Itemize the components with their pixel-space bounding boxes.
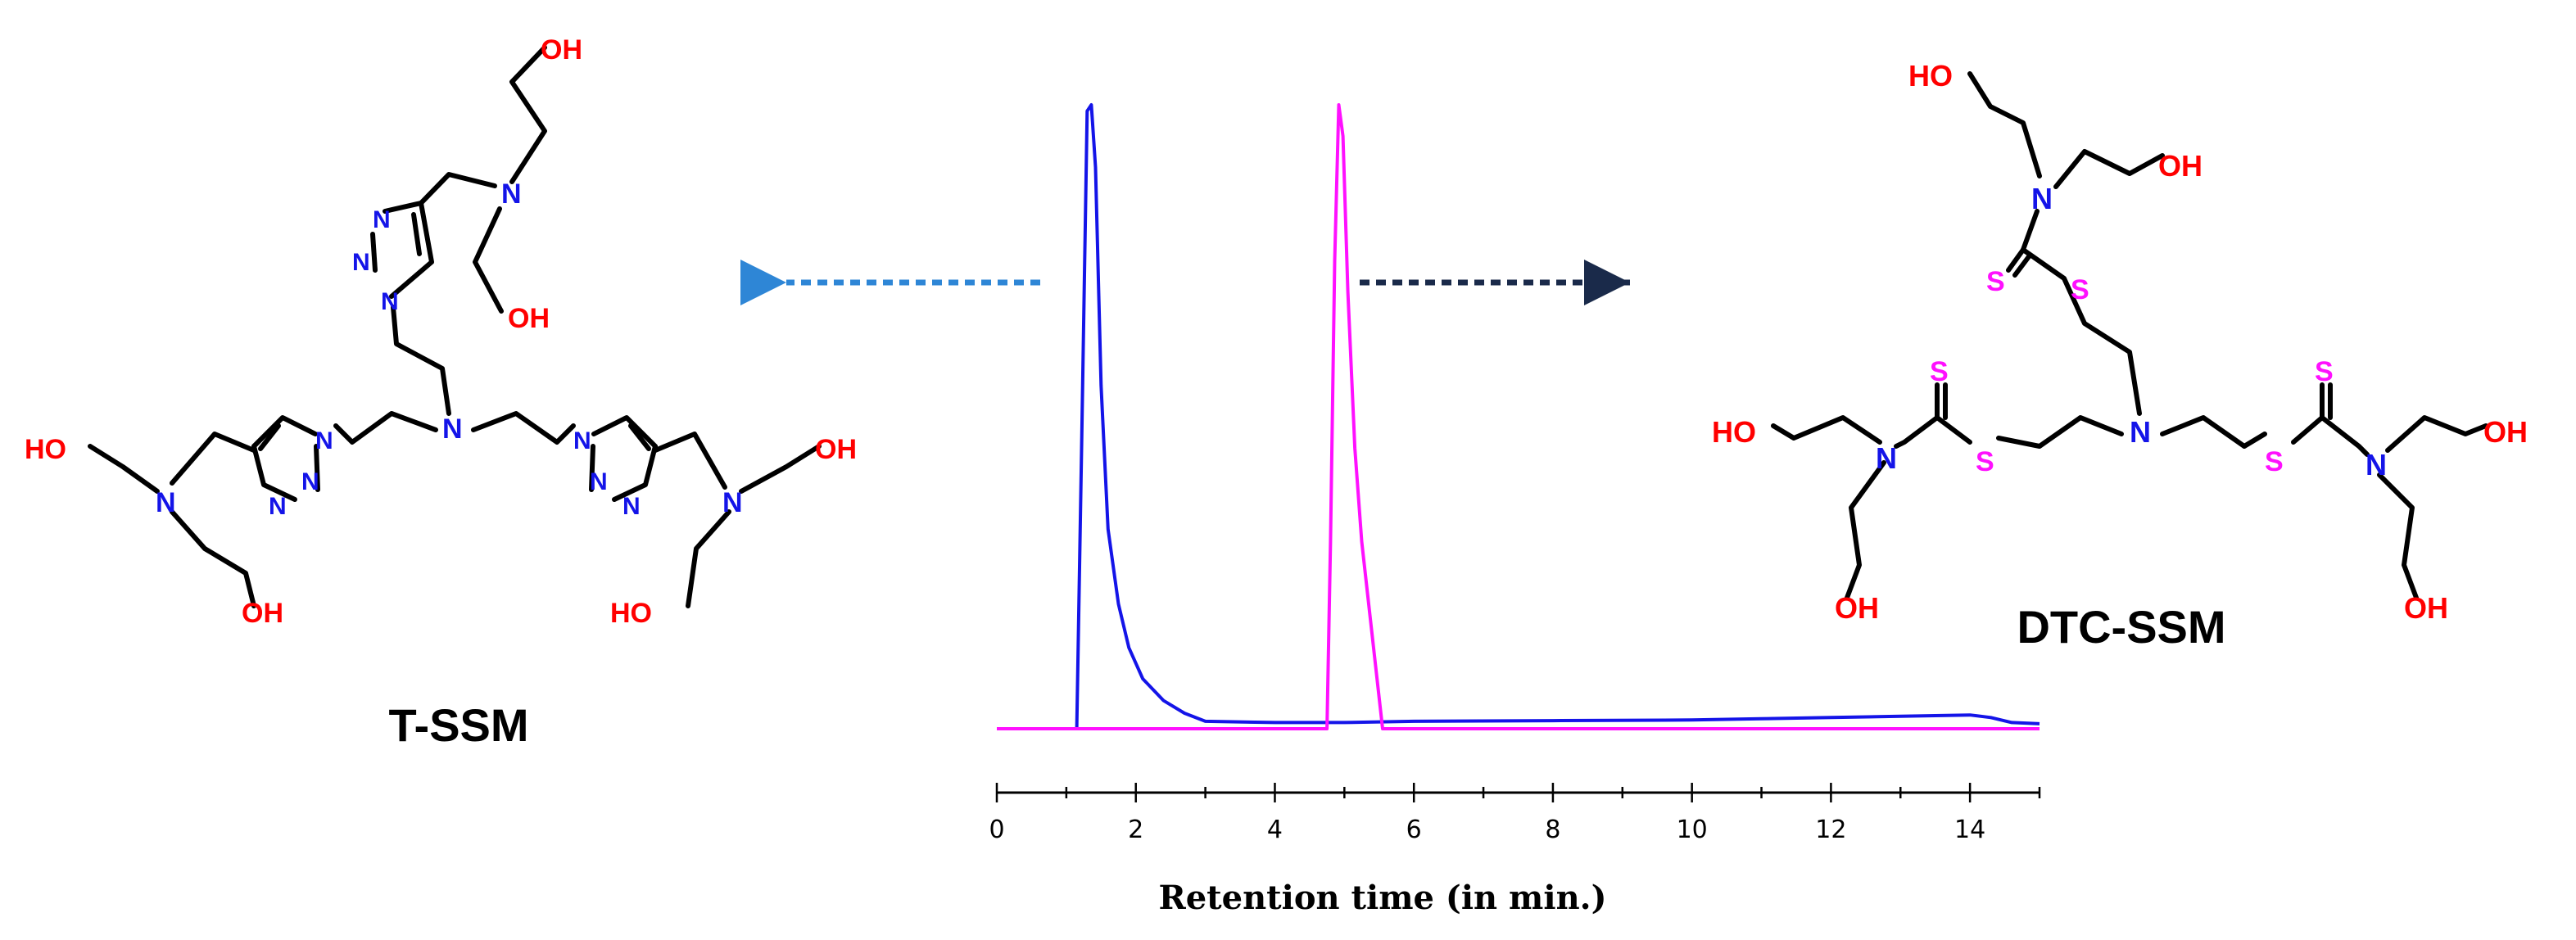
oh-label: OH	[1835, 591, 1879, 625]
x-tick-label: 14	[1954, 816, 1985, 844]
n-label: N	[501, 179, 522, 210]
series-layer	[997, 103, 2040, 730]
s-label: S	[1976, 446, 1994, 477]
x-tick-label: 12	[1815, 816, 1846, 844]
n-label: N	[2031, 182, 2053, 215]
n-label: N	[269, 493, 287, 520]
x-axis-title: Retention time (in min.)	[1158, 879, 1606, 917]
t-ssm-name: T-SSM	[388, 699, 528, 751]
x-tick-label: 0	[989, 816, 1004, 844]
dtc-ssm-atom-labels: HO OH N S S N S S N HO OH S S N OH OH	[1712, 59, 2528, 625]
n-label: N	[622, 493, 641, 520]
x-tick-label: 6	[1406, 816, 1422, 844]
ho-label: HO	[25, 434, 66, 465]
n-label: N	[722, 487, 743, 518]
n-label: N	[1876, 441, 1897, 475]
dtc-ssm-structure: HO OH N S S N S S N HO OH S S N OH OH DT…	[1712, 59, 2528, 653]
chromatogram: 0 2 4 6 8 10 12 14 Retention time (in min.)	[989, 103, 2041, 917]
oh-label: OH	[508, 303, 550, 334]
s-label: S	[2071, 274, 2089, 305]
n-label: N	[442, 414, 463, 445]
ho-label: HO	[1712, 415, 1756, 449]
dtc-ssm-bonds	[1771, 71, 2488, 600]
x-tick-label: 4	[1267, 816, 1283, 844]
n-label: N	[381, 288, 399, 315]
oh-label: OH	[815, 434, 857, 465]
ho-label: HO	[610, 598, 652, 629]
n-label: N	[573, 427, 591, 454]
n-label: N	[2365, 448, 2387, 481]
s-label: S	[2315, 356, 2334, 387]
oh-label: OH	[2404, 591, 2448, 625]
tick-layer: 0 2 4 6 8 10 12 14	[989, 783, 2041, 844]
n-label: N	[2130, 415, 2151, 449]
s-label: S	[1930, 356, 1949, 387]
ho-label: HO	[1908, 59, 1953, 93]
oh-label: OH	[2483, 415, 2528, 449]
n-label: N	[590, 468, 608, 495]
series-line-t-ssm	[997, 103, 2040, 730]
series-line-dtc-ssm	[997, 103, 2040, 730]
n-label: N	[352, 249, 370, 276]
x-tick-label: 10	[1677, 816, 1708, 844]
s-label: S	[2265, 446, 2284, 477]
oh-label: OH	[2158, 149, 2203, 183]
dtc-ssm-name: DTC-SSM	[2017, 601, 2225, 653]
s-label: S	[1986, 266, 2005, 297]
oh-label: OH	[541, 34, 582, 66]
n-label: N	[156, 487, 176, 518]
x-tick-label: 2	[1128, 816, 1143, 844]
n-label: N	[315, 427, 333, 454]
x-tick-label: 8	[1545, 816, 1560, 844]
n-label: N	[301, 468, 319, 495]
t-ssm-bonds	[88, 45, 822, 608]
t-ssm-structure: OH N OH N N N N N N N N N N N N HO OH OH…	[25, 34, 857, 751]
t-ssm-atom-labels: OH N OH N N N N N N N N N N N N HO OH OH…	[25, 34, 857, 629]
oh-label: OH	[242, 598, 283, 629]
n-label: N	[373, 206, 391, 233]
